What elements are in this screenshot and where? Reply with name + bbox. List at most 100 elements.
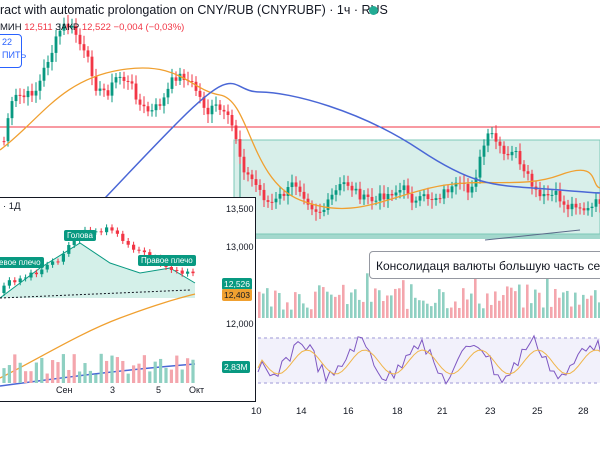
ma-blue <box>0 82 600 301</box>
candle-body <box>86 50 90 57</box>
volume-bar <box>270 306 273 318</box>
inset-volume-bar <box>175 355 179 383</box>
inset-current-price: 12,526 <box>222 278 252 290</box>
volume-bar <box>542 307 545 318</box>
inset-pattern-fill <box>0 243 195 298</box>
candle-body <box>586 208 590 211</box>
candle-body <box>286 187 290 196</box>
candle-body <box>142 104 146 107</box>
candle-body <box>502 145 506 154</box>
candle-body <box>110 82 114 96</box>
volume-bar <box>326 291 329 318</box>
candle-body <box>386 193 390 200</box>
candle-body <box>90 56 94 77</box>
volume-bar <box>426 303 429 318</box>
candle-body <box>198 90 202 97</box>
inset-sma-line <box>0 293 196 379</box>
candle-body <box>234 125 238 140</box>
candle-body <box>122 76 126 81</box>
candle-body <box>566 204 570 210</box>
annotation-callout[interactable]: Консолидаця валюты большую часть сентя <box>369 251 600 279</box>
inset-volume-bar <box>67 369 71 383</box>
volume-bar <box>570 306 573 318</box>
inset-volume-bar <box>153 361 157 383</box>
buy-price: 22 <box>2 37 13 47</box>
head-tag: Голова <box>64 230 96 241</box>
candle-body <box>146 106 150 112</box>
volume-bar <box>422 300 425 318</box>
candle-body <box>442 189 446 199</box>
volume-bar <box>266 288 269 318</box>
candle-body <box>402 185 406 191</box>
inset-candle-body <box>51 261 55 265</box>
inset-candle-body <box>180 270 184 274</box>
candle-body <box>18 94 22 96</box>
inset-volume-bar <box>18 362 22 383</box>
volume-bar <box>322 287 325 318</box>
candle-body <box>374 200 378 202</box>
candle-body <box>238 139 242 157</box>
candle-body <box>550 194 554 196</box>
volume-bar <box>470 293 473 318</box>
candle-body <box>598 199 600 204</box>
inset-candle-body <box>132 244 136 250</box>
volume-bar <box>286 302 289 318</box>
candle-body <box>406 185 410 194</box>
candle-body <box>50 52 54 62</box>
volume-bar <box>294 292 297 318</box>
inset-volume-bar <box>148 371 152 383</box>
inset-volume-bar <box>61 354 65 383</box>
volume-bar <box>334 296 337 318</box>
x-tick-25: 25 <box>532 406 543 417</box>
inset-candle-body <box>142 250 146 253</box>
volume-bar <box>446 308 449 318</box>
candle-body <box>166 88 170 98</box>
candle-body <box>214 104 218 106</box>
volume-bar <box>386 295 389 318</box>
candle-body <box>174 77 178 81</box>
oscillator-line <box>257 334 600 385</box>
x-tick-28: 28 <box>578 406 589 417</box>
candle-body <box>590 206 594 209</box>
left-shoulder-tag: евое плечо <box>0 257 44 268</box>
inset-candle-body <box>110 227 114 231</box>
candle-body <box>490 133 494 135</box>
inset-volume-bar <box>159 358 163 383</box>
candle-body <box>594 199 598 207</box>
candle-body <box>358 188 362 200</box>
candle-body <box>294 182 298 187</box>
candle-body <box>318 211 322 213</box>
inset-candle-body <box>175 269 179 271</box>
inset-timeframe: · 1Д <box>3 201 21 212</box>
inset-volume-bar <box>105 360 109 383</box>
candle-body <box>106 90 110 96</box>
x-tick-21: 21 <box>437 406 448 417</box>
candle-body <box>398 190 402 193</box>
inset-volume-bar <box>99 353 103 383</box>
inset-date-3: 3 <box>110 385 116 395</box>
candle-body <box>354 188 358 191</box>
candle-body <box>138 99 142 105</box>
consolidation-zone <box>233 139 600 235</box>
candle-body <box>514 151 518 153</box>
inset-volume-bar <box>72 354 76 383</box>
oscillator-signal <box>257 349 600 375</box>
candle-body <box>410 193 414 203</box>
candle-body <box>426 194 430 200</box>
volume-bar <box>410 284 413 318</box>
volume-bar <box>490 304 493 318</box>
candle-body <box>34 90 38 96</box>
volume-bar <box>590 295 593 318</box>
change-value: −0,004 (−0,03%) <box>113 22 185 33</box>
candle-body <box>70 25 74 28</box>
inset-date-5: 5 <box>156 385 162 395</box>
inset-candle-body <box>18 278 22 283</box>
candle-body <box>342 182 346 185</box>
buy-button[interactable]: 22 ПИТЬ <box>0 34 26 68</box>
candle-body <box>574 203 578 208</box>
symbol-title: ract with automatic prolongation on CNY/… <box>0 3 388 17</box>
volume-bar <box>362 301 365 318</box>
inset-daily-chart[interactable]: · 1Д евое плечо Голова Правое плечо 13,5… <box>0 197 256 402</box>
